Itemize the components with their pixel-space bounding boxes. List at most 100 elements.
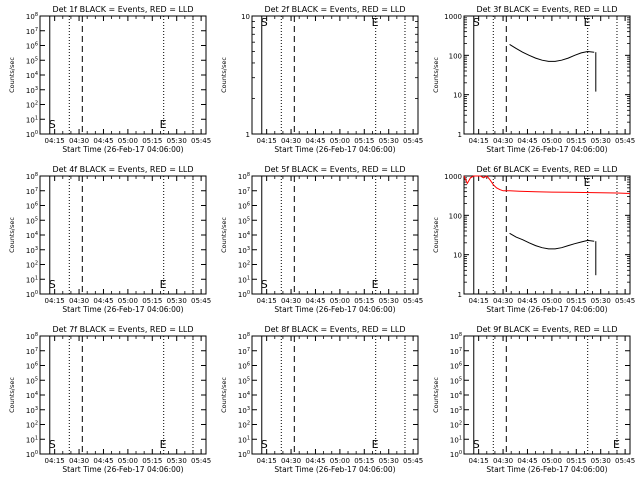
x-tick-label: 04:15 [469,457,489,465]
x-tick-label: 04:45 [305,137,325,145]
end-marker-e: E [160,278,167,291]
x-axis-label: Start Time (26-Feb-17 04:06:00) [486,305,607,314]
y-tick-label: 102 [238,261,250,270]
plot-frame [39,15,207,135]
x-tick-label: 05:15 [142,297,162,305]
plot-frame [251,175,419,295]
y-tick-label: 10 [453,252,462,260]
y-axis-label: Counts/sec [220,377,228,413]
x-tick-label: 05:30 [167,297,187,305]
y-tick-label: 103 [26,406,38,415]
y-axis-label: Counts/sec [8,57,16,93]
x-tick-label: 05:30 [167,137,187,145]
y-axis-label: Counts/sec [432,217,440,253]
detector-panel-2: Det 2f BLACK = Events, RED = LLD 1 10 04:15… [220,5,423,154]
detector-panel-6: Det 6f BLACK = Events, RED = LLD 1 10 100 10… [432,165,635,314]
plot-frame [463,335,631,455]
x-axis-label: Start Time (26-Feb-17 04:06:00) [62,305,183,314]
x-tick-label: 04:15 [45,137,65,145]
x-tick-label: 05:00 [330,297,350,305]
y-tick-label: 1000 [444,173,462,181]
y-tick-label: 107 [26,347,38,356]
y-axis-label: Counts/sec [220,217,228,253]
y-tick-label: 106 [26,42,38,51]
x-tick-label: 05:45 [403,457,423,465]
y-tick-label: 104 [450,391,462,400]
detector-panel-4: Det 4f BLACK = Events, RED = LLD 100 101 10… [8,165,211,314]
x-tick-label: 05:15 [566,297,586,305]
y-tick-label: 108 [238,332,250,341]
x-tick-label: 05:15 [354,457,374,465]
y-tick-label: 101 [238,435,250,444]
start-marker-s: S [49,118,56,131]
y-tick-label: 106 [26,202,38,211]
detector-panel-9: Det 9f BLACK = Events, RED = LLD 100 101 10… [432,325,635,474]
y-tick-label: 1 [458,131,462,139]
x-axis-label: Start Time (26-Feb-17 04:06:00) [486,145,607,154]
x-tick-label: 05:45 [615,137,635,145]
x-axis-label: Start Time (26-Feb-17 04:06:00) [274,465,395,474]
detector-panel-8: Det 8f BLACK = Events, RED = LLD 100 101 10… [220,325,423,474]
y-tick-label: 106 [450,362,462,371]
start-marker-s: S [49,278,56,291]
series-line [509,43,595,62]
end-marker-e: E [372,16,379,29]
y-tick-label: 101 [26,435,38,444]
y-tick-label: 108 [238,172,250,181]
y-tick-label: 1 [246,131,250,139]
y-tick-label: 100 [26,450,38,459]
y-tick-label: 103 [26,246,38,255]
x-tick-label: 05:30 [379,457,399,465]
detector-panel-1: Det 1f BLACK = Events, RED = LLD 100 101 10… [8,5,211,154]
y-tick-label: 108 [450,332,462,341]
y-axis-label: Counts/sec [432,377,440,413]
series-line [463,175,631,194]
y-tick-label: 108 [26,332,38,341]
y-tick-label: 108 [26,12,38,21]
x-tick-label: 05:45 [403,297,423,305]
y-tick-label: 102 [26,261,38,270]
x-axis-label: Start Time (26-Feb-17 04:06:00) [62,465,183,474]
y-tick-label: 101 [26,115,38,124]
x-tick-label: 04:15 [45,457,65,465]
end-marker-e: E [584,176,591,189]
panel-title: Det 3f BLACK = Events, RED = LLD [476,5,617,14]
panel-title: Det 1f BLACK = Events, RED = LLD [52,5,193,14]
end-marker-e: E [613,438,620,451]
x-tick-label: 04:30 [69,297,89,305]
panel-title: Det 2f BLACK = Events, RED = LLD [264,5,405,14]
x-tick-label: 04:45 [517,137,537,145]
y-tick-label: 103 [238,246,250,255]
series-line [509,232,595,250]
panel-title: Det 4f BLACK = Events, RED = LLD [52,165,193,174]
x-tick-label: 05:00 [542,297,562,305]
plot-frame [39,335,207,455]
x-tick-label: 05:15 [354,297,374,305]
x-tick-label: 05:45 [191,137,211,145]
end-marker-e: E [372,438,379,451]
x-tick-label: 05:45 [615,457,635,465]
y-tick-label: 105 [238,216,250,225]
x-tick-label: 05:30 [591,137,611,145]
x-tick-label: 04:45 [517,457,537,465]
x-axis-label: Start Time (26-Feb-17 04:06:00) [486,465,607,474]
panel-title: Det 5f BLACK = Events, RED = LLD [264,165,405,174]
x-tick-label: 05:15 [142,457,162,465]
y-tick-label: 107 [26,27,38,36]
y-tick-label: 103 [450,406,462,415]
y-tick-label: 104 [26,71,38,80]
y-tick-label: 103 [238,406,250,415]
end-marker-e: E [160,438,167,451]
y-axis-label: Counts/sec [432,57,440,93]
y-tick-label: 107 [238,187,250,196]
y-tick-label: 105 [238,376,250,385]
x-tick-label: 05:45 [191,457,211,465]
y-tick-label: 1000 [444,13,462,21]
x-tick-label: 04:45 [93,457,113,465]
x-tick-label: 05:15 [566,457,586,465]
y-tick-label: 105 [26,56,38,65]
y-tick-label: 101 [238,275,250,284]
x-tick-label: 04:15 [257,297,277,305]
y-tick-label: 100 [26,290,38,299]
detector-panel-7: Det 7f BLACK = Events, RED = LLD 100 101 10… [8,325,211,474]
